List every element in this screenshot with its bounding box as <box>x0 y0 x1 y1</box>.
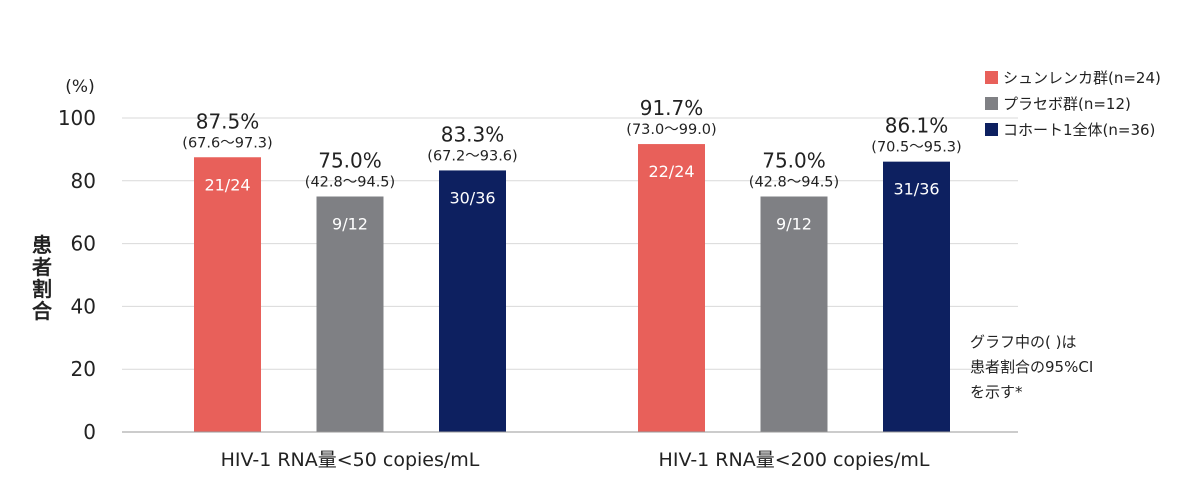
legend-label: シュンレンカ群(n=24) <box>1003 68 1161 87</box>
bar-count-label: 30/36 <box>449 188 495 207</box>
bar-ci-label: (42.8〜94.5) <box>305 175 395 191</box>
ci-note-line: を示す* <box>970 383 1023 401</box>
x-category-label: HIV-1 RNA量<200 copies/mL <box>659 449 930 471</box>
bar-count-label: 21/24 <box>204 175 250 194</box>
bar <box>883 161 950 432</box>
bar-ci-label: (73.0〜99.0) <box>626 122 716 138</box>
bar-ci-label: (67.2〜93.6) <box>427 148 517 164</box>
bar-value-label: 83.3% <box>441 122 505 146</box>
y-tick-label: 0 <box>83 420 96 444</box>
bar-value-label: 86.1% <box>885 114 949 138</box>
bar-value-label: 87.5% <box>196 109 260 133</box>
bar-value-label: 75.0% <box>318 149 382 173</box>
bar-count-label: 9/12 <box>776 215 812 234</box>
legend-label: コホート1全体(n=36) <box>1003 120 1156 139</box>
bars <box>194 144 950 433</box>
ci-note-line: 患者割合の95%CI <box>970 358 1094 376</box>
legend-swatch <box>985 70 998 84</box>
bar <box>638 144 705 432</box>
legend: シュンレンカ群(n=24) プラセボ群(n=12) コホート1全体(n=36) <box>985 64 1161 142</box>
y-axis-label: 患者割合 <box>31 233 53 323</box>
bar <box>439 170 506 433</box>
y-axis-ticks: 0 20 40 60 80 100 <box>58 106 96 444</box>
legend-swatch <box>985 122 998 136</box>
x-category-label: HIV-1 RNA量<50 copies/mL <box>221 449 480 471</box>
y-axis-unit: (%) <box>65 77 94 97</box>
bar-count-label: 9/12 <box>332 215 368 234</box>
bar-ci-label: (70.5〜95.3) <box>871 140 961 156</box>
bar-labels: 87.5% (67.6〜97.3) 21/24 75.0% (42.8〜94.5) 9/1… <box>182 96 961 233</box>
bar <box>316 196 384 432</box>
y-tick-label: 20 <box>71 357 96 381</box>
y-tick-label: 80 <box>71 169 96 193</box>
bar-ci-label: (42.8〜94.5) <box>749 175 839 191</box>
y-tick-label: 60 <box>71 232 96 256</box>
y-tick-label: 40 <box>71 294 96 318</box>
bar-value-label: 75.0% <box>762 149 826 173</box>
legend-swatch <box>985 96 998 110</box>
ci-note-line: グラフ中の( )は <box>970 333 1077 351</box>
legend-item-placebo: プラセボ群(n=12) <box>985 90 1161 116</box>
legend-item-cohort1: コホート1全体(n=36) <box>985 116 1161 142</box>
y-tick-label: 100 <box>58 106 96 130</box>
bar <box>760 196 828 432</box>
bar-value-label: 91.7% <box>640 96 704 120</box>
legend-item-shunlenca: シュンレンカ群(n=24) <box>985 64 1161 90</box>
bar-count-label: 31/36 <box>893 180 939 199</box>
ci-note: グラフ中の( )は 患者割合の95%CI を示す* <box>970 330 1190 405</box>
bar <box>194 157 261 432</box>
bar-ci-label: (67.6〜97.3) <box>182 135 272 151</box>
gridlines <box>122 117 1018 370</box>
bar-count-label: 22/24 <box>648 162 694 181</box>
x-axis-ticks: HIV-1 RNA量<50 copies/mL HIV-1 RNA量<200 co… <box>221 449 930 471</box>
legend-label: プラセボ群(n=12) <box>1003 94 1131 113</box>
